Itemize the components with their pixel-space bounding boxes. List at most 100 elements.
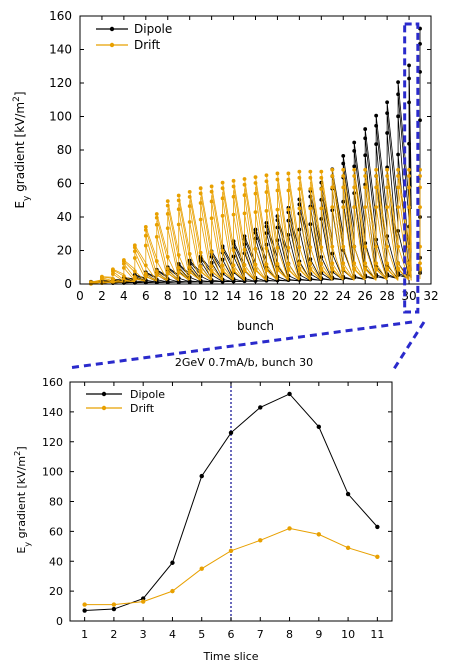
series-segment <box>178 195 191 252</box>
y-tick-label: 0 <box>56 615 63 628</box>
series-segment <box>233 186 245 255</box>
data-point <box>82 608 87 613</box>
data-point <box>199 566 204 571</box>
series-segment <box>145 229 158 265</box>
x-tick-label: 11 <box>370 628 384 641</box>
series-segment <box>386 175 399 253</box>
x-tick-label: 1 <box>81 628 88 641</box>
series-segment <box>299 263 311 281</box>
series-segment <box>309 206 322 271</box>
series-segment <box>211 251 223 281</box>
x-tick-label: 8 <box>286 628 293 641</box>
series-segment <box>112 268 125 275</box>
series-segment <box>222 188 234 256</box>
series-segment <box>342 187 355 271</box>
series-segment <box>266 181 278 254</box>
series-segment <box>200 202 213 273</box>
x-tick-label: 32 <box>423 289 438 303</box>
x-tick-label: 9 <box>315 628 322 641</box>
series-segment <box>266 210 278 278</box>
y-tick-label: 120 <box>42 436 63 449</box>
data-point <box>363 167 368 172</box>
series-segment <box>375 169 388 244</box>
series-segment <box>167 228 180 279</box>
data-point <box>89 280 93 285</box>
data-point <box>140 599 146 604</box>
series-segment <box>386 246 399 281</box>
series-segment <box>386 169 399 244</box>
series-drift <box>82 526 380 607</box>
series-segment <box>353 169 366 244</box>
series-segment <box>134 251 147 277</box>
y-tick-label: 160 <box>49 9 72 23</box>
zoom-connectors <box>67 320 426 373</box>
series-segment <box>233 271 245 282</box>
series-segment <box>189 261 201 275</box>
series-segment <box>167 205 180 260</box>
series-segment <box>288 263 300 281</box>
series-segment <box>211 218 223 279</box>
series-segment <box>233 214 245 279</box>
x-tick-label: 10 <box>341 628 355 641</box>
series-segment <box>244 249 256 281</box>
series-segment <box>233 269 245 281</box>
series-segment <box>277 190 289 271</box>
series-segment <box>112 271 125 281</box>
x-axis-label: Time slice <box>202 650 258 661</box>
data-point <box>385 167 390 172</box>
series-segment <box>222 215 234 279</box>
series-segment <box>277 268 289 281</box>
series-segment <box>167 201 180 253</box>
series-segment <box>200 193 213 257</box>
series-segment <box>189 271 201 282</box>
series-segment <box>309 188 322 271</box>
legend-marker <box>109 26 115 32</box>
series-segment <box>342 177 355 266</box>
series-segment <box>222 246 234 267</box>
series-segment <box>342 263 355 281</box>
series-segment <box>320 208 333 278</box>
series-segment <box>353 150 366 238</box>
series-segment <box>386 236 399 278</box>
series-segment <box>298 247 311 281</box>
y-tick-label: 100 <box>49 110 72 124</box>
series-segment <box>309 196 322 254</box>
x-tick-label: 5 <box>198 628 205 641</box>
series-segment <box>299 268 311 281</box>
y-tick-label: 120 <box>49 76 72 90</box>
legend-marker <box>101 391 107 397</box>
x-tick-label: 6 <box>228 628 235 641</box>
series-segment <box>178 224 191 279</box>
series-segment <box>266 175 278 245</box>
data-point <box>341 167 346 172</box>
series-segment <box>255 193 267 271</box>
series-segment <box>386 102 399 208</box>
series-segment <box>386 113 399 225</box>
series-segment <box>255 177 267 246</box>
series-segment <box>321 268 333 281</box>
series-segment <box>277 240 289 280</box>
series-segment <box>364 169 377 244</box>
series-segment <box>277 209 289 278</box>
series-segment <box>200 252 212 281</box>
data-point <box>316 424 322 430</box>
series-segment <box>255 269 267 281</box>
data-point <box>352 167 357 172</box>
data-point <box>209 184 214 189</box>
series-segment <box>156 224 169 274</box>
series-segment <box>211 274 223 282</box>
series-segment <box>189 191 202 250</box>
x-tick-label: 26 <box>358 289 373 303</box>
y-tick-label: 0 <box>64 277 72 291</box>
series-segment <box>266 248 278 281</box>
top-chart: 0 2 4 6 8 10 12 14 16 18 20 22 24 26 28 30 3202040608010… <box>12 9 439 333</box>
data-point <box>286 171 291 176</box>
series-segment <box>342 175 355 253</box>
series-segment <box>244 264 256 281</box>
data-point <box>264 173 269 178</box>
x-tick-label: 3 <box>140 628 147 641</box>
series-segment <box>364 138 377 235</box>
data-point <box>385 100 390 105</box>
